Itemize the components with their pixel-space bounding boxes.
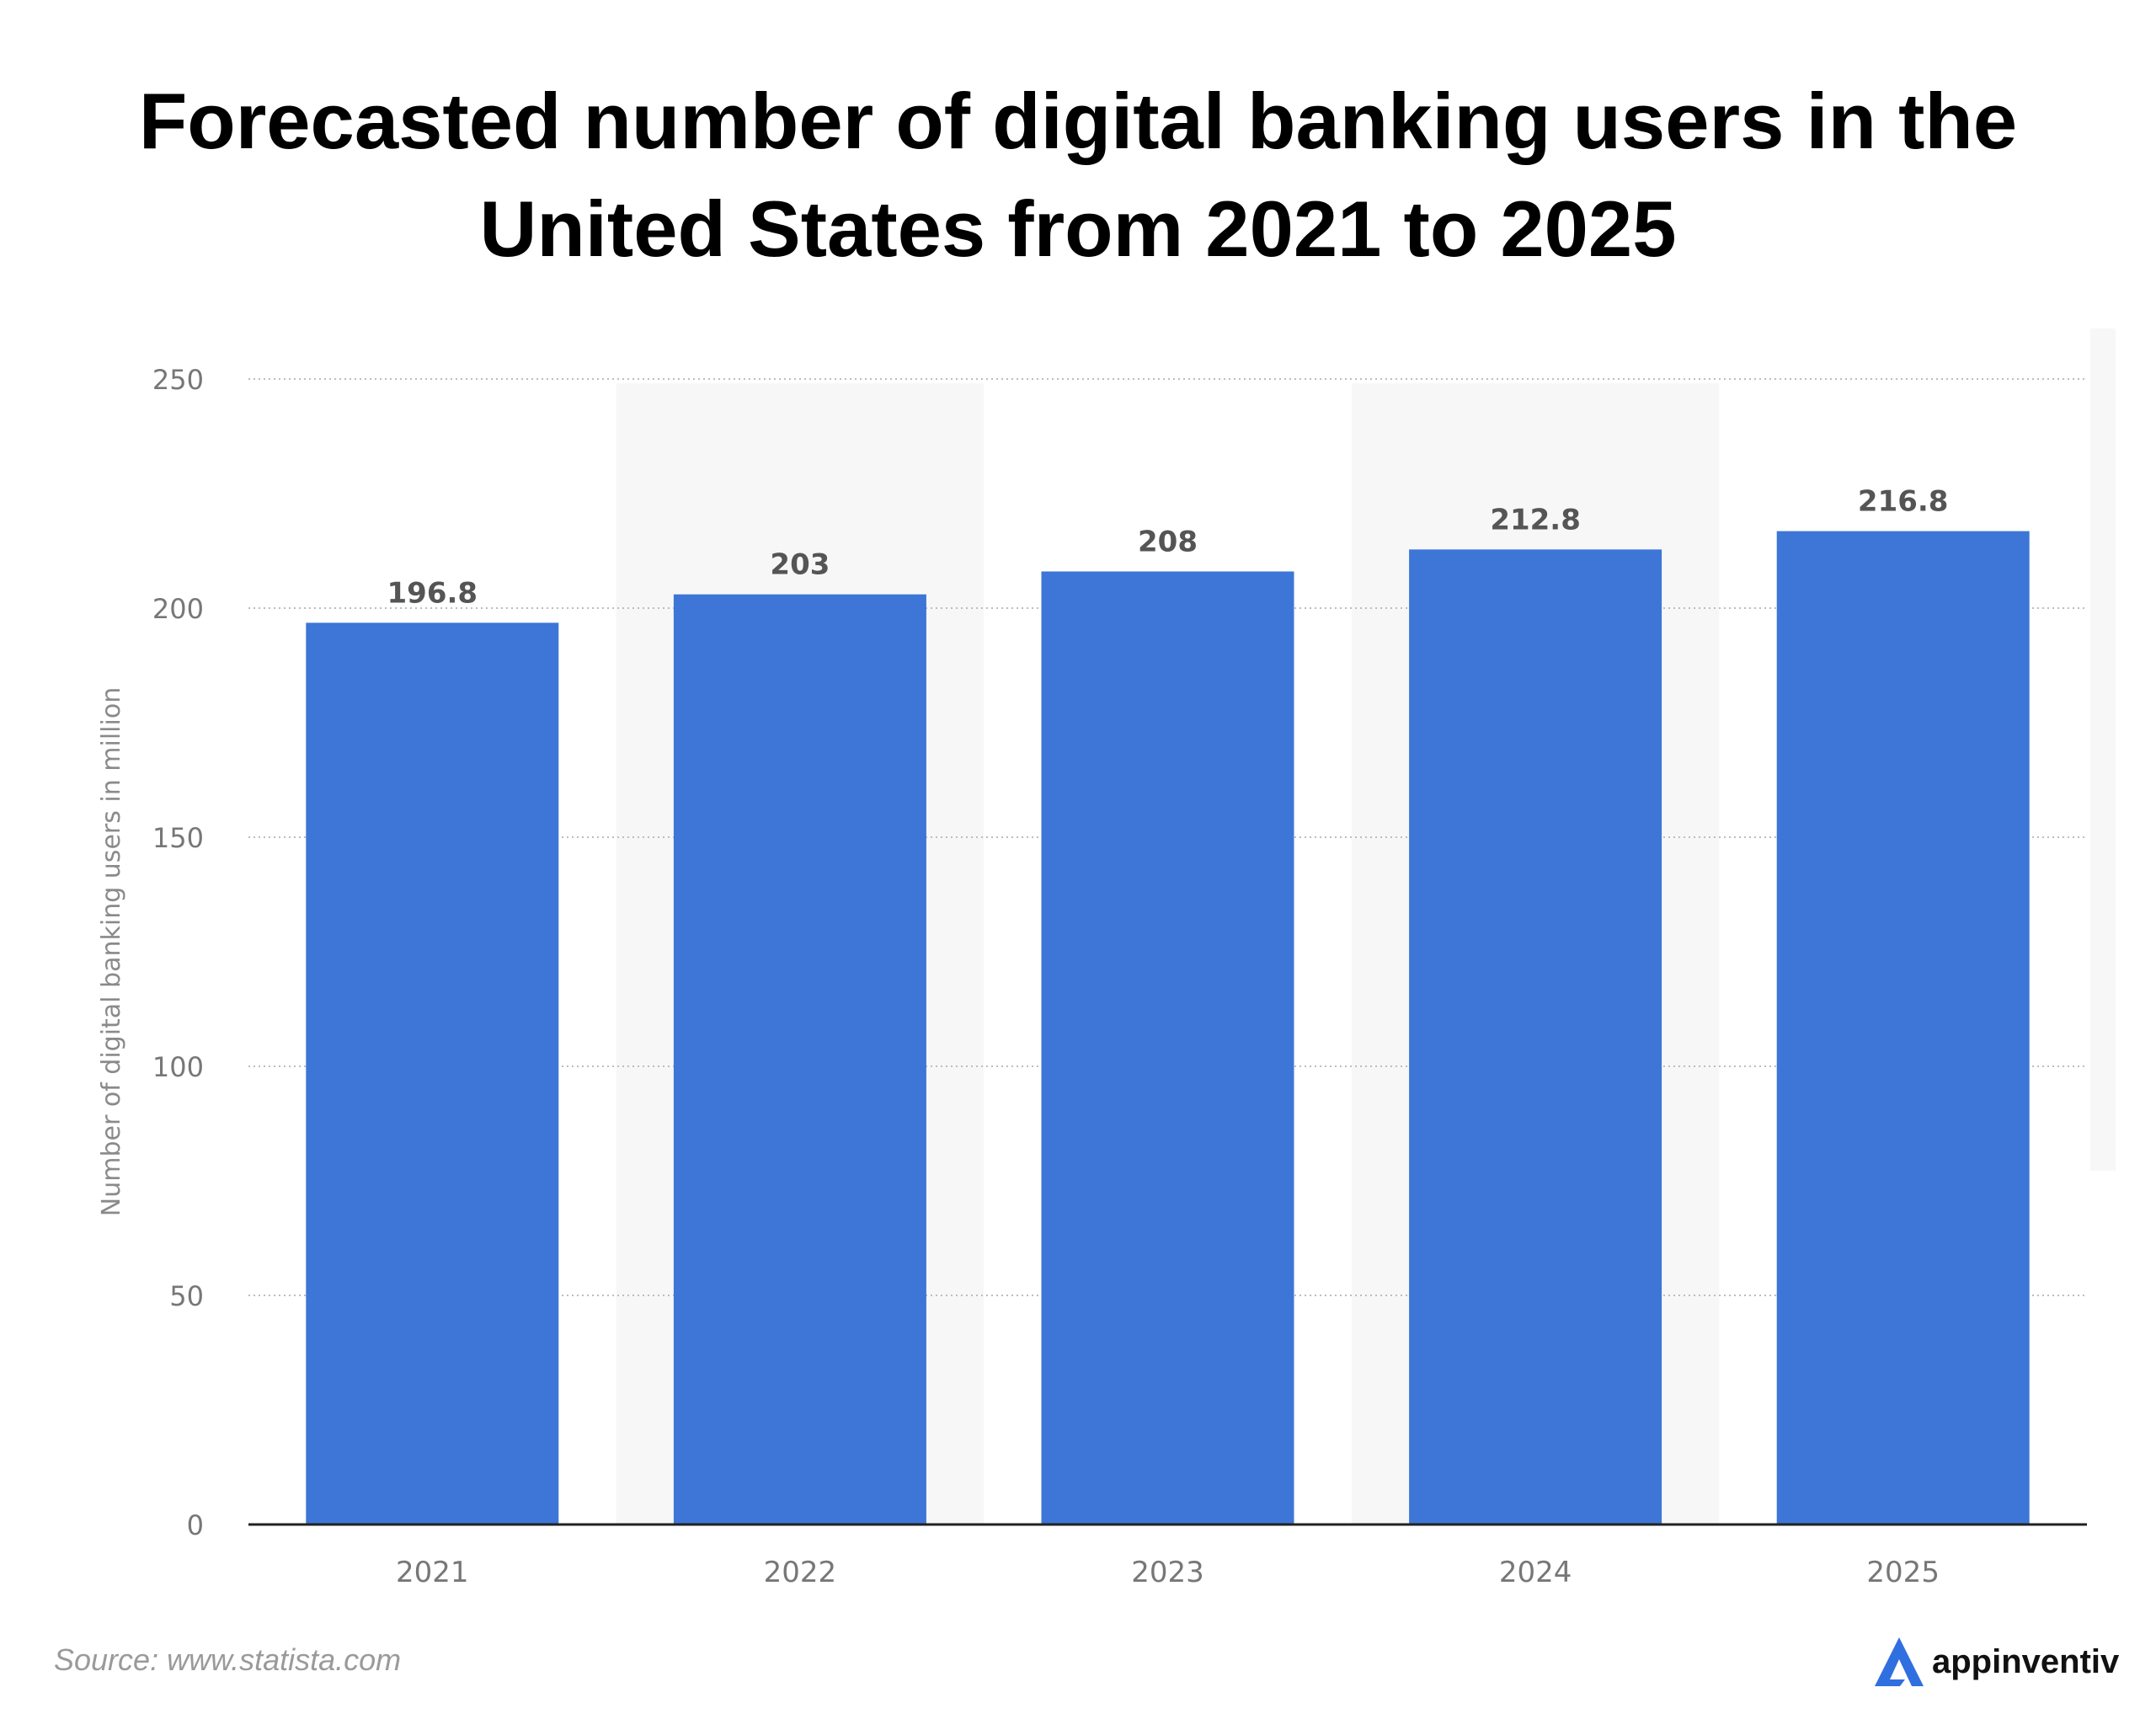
chart-title: Forecasted number of digital banking use… <box>138 77 2018 273</box>
right-edge-stripe <box>2090 328 2116 1171</box>
bars <box>306 531 2030 1525</box>
y-tick-label: 50 <box>169 1280 204 1312</box>
x-tick-label-2024: 2024 <box>1499 1556 1572 1589</box>
value-label-2021: 196.8 <box>387 576 478 610</box>
x-tick-label-2023: 2023 <box>1131 1556 1204 1589</box>
bar-2025 <box>1776 531 2030 1525</box>
y-tick-labels: 0 50 100 150 200 250 <box>152 364 204 1541</box>
y-axis-label: Number of digital banking users in milli… <box>97 687 126 1216</box>
y-tick-label: 0 <box>187 1509 204 1541</box>
value-label-2025: 216.8 <box>1858 485 1949 519</box>
y-tick-label: 250 <box>152 364 204 396</box>
x-tick-labels: 2021 2022 2023 2024 2025 <box>396 1556 1940 1589</box>
value-labels: 196.8 203 208 212.8 216.8 <box>387 485 1949 611</box>
bar-2023 <box>1041 571 1294 1524</box>
x-tick-label-2025: 2025 <box>1866 1556 1940 1589</box>
y-tick-label: 100 <box>152 1051 204 1083</box>
brand-name: appinventiv <box>1932 1642 2120 1680</box>
source-note: Source: www.statista.com <box>54 1642 402 1677</box>
value-label-2022: 203 <box>770 548 830 582</box>
bar-2024 <box>1409 549 1662 1525</box>
bar-2021 <box>306 622 559 1525</box>
bar-2022 <box>673 594 926 1525</box>
brand-logo: appinventiv <box>1871 1632 2119 1691</box>
y-tick-label: 200 <box>152 593 204 625</box>
x-tick-label-2021: 2021 <box>396 1556 469 1589</box>
x-tick-label-2022: 2022 <box>764 1556 837 1589</box>
appinventiv-logo-icon <box>1875 1637 1924 1686</box>
value-label-2023: 208 <box>1138 525 1198 558</box>
y-tick-label: 150 <box>152 822 204 854</box>
value-label-2024: 212.8 <box>1490 503 1581 537</box>
